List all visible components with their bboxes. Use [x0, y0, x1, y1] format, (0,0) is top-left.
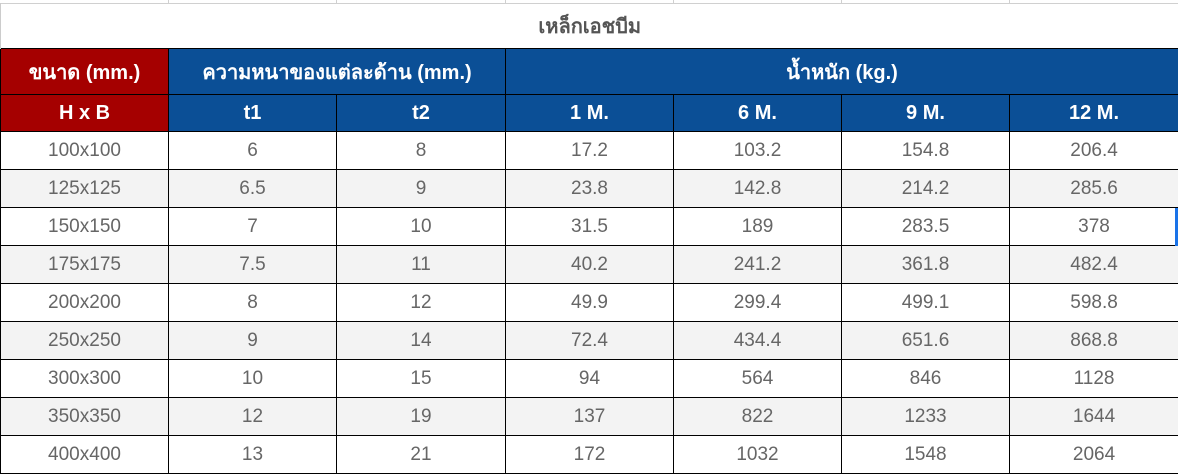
table-cell[interactable]: 154.8 — [841, 131, 1010, 170]
table-cell[interactable]: 19 — [336, 397, 506, 436]
table-cell[interactable]: 1128 — [1008, 359, 1178, 398]
table-cell[interactable]: 482.4 — [1008, 245, 1178, 284]
table-cell[interactable]: 150x150 — [0, 207, 169, 246]
subheader-cell[interactable]: 12 M. — [1008, 94, 1178, 132]
table-row: 100x100 6 8 17.2 103.2 154.8 206.4 — [0, 131, 1178, 170]
table-cell[interactable]: 868.8 — [1008, 321, 1178, 360]
table-cell[interactable]: 17.2 — [505, 131, 674, 170]
subheader-cell[interactable]: 9 M. — [841, 94, 1010, 132]
table-cell[interactable]: 31.5 — [505, 207, 674, 246]
table-cell[interactable]: 1233 — [841, 397, 1010, 436]
table-cell[interactable]: 11 — [336, 245, 506, 284]
table-cell[interactable]: 378 — [1008, 207, 1178, 246]
table-cell[interactable]: 285.6 — [1008, 169, 1178, 208]
subheader-cell[interactable]: H x B — [0, 94, 169, 132]
table-cell[interactable]: 1032 — [673, 435, 842, 474]
table-cell[interactable]: 23.8 — [505, 169, 674, 208]
table-row: 250x250 9 14 72.4 434.4 651.6 868.8 — [0, 321, 1178, 360]
table-row: 400x400 13 21 172 1032 1548 2064 — [0, 435, 1178, 474]
table-cell[interactable]: 103.2 — [673, 131, 842, 170]
table-cell[interactable]: 300x300 — [0, 359, 169, 398]
table-cell[interactable]: 175x175 — [0, 245, 169, 284]
table-cell[interactable]: 299.4 — [673, 283, 842, 322]
h-beam-table: เหล็กเอชบีม ขนาด (mm.) ความหนาของแต่ละด้… — [0, 3, 1178, 474]
table-cell[interactable]: 142.8 — [673, 169, 842, 208]
table-cell[interactable]: 434.4 — [673, 321, 842, 360]
table-cell[interactable]: 250x250 — [0, 321, 169, 360]
table-cell[interactable]: 8 — [168, 283, 337, 322]
subheader-cell[interactable]: 1 M. — [505, 94, 674, 132]
table-cell[interactable]: 361.8 — [841, 245, 1010, 284]
table-cell[interactable]: 9 — [168, 321, 337, 360]
table-cell[interactable]: 283.5 — [841, 207, 1010, 246]
table-cell[interactable]: 7 — [168, 207, 337, 246]
table-cell[interactable]: 9 — [336, 169, 506, 208]
table-cell[interactable]: 214.2 — [841, 169, 1010, 208]
table-cell[interactable]: 1548 — [841, 435, 1010, 474]
table-cell[interactable]: 125x125 — [0, 169, 169, 208]
table-cell[interactable]: 7.5 — [168, 245, 337, 284]
table-cell[interactable]: 12 — [168, 397, 337, 436]
table-cell[interactable]: 6 — [168, 131, 337, 170]
table-title[interactable]: เหล็กเอชบีม — [0, 3, 1178, 49]
table-cell[interactable]: 8 — [336, 131, 506, 170]
table-cell[interactable]: 72.4 — [505, 321, 674, 360]
table-cell[interactable]: 15 — [336, 359, 506, 398]
table-cell[interactable]: 49.9 — [505, 283, 674, 322]
table-cell[interactable]: 172 — [505, 435, 674, 474]
table-cell[interactable]: 400x400 — [0, 435, 169, 474]
subheader-cell[interactable]: t1 — [168, 94, 337, 132]
table-cell[interactable]: 846 — [841, 359, 1010, 398]
table-cell[interactable]: 21 — [336, 435, 506, 474]
table-cell[interactable]: 350x350 — [0, 397, 169, 436]
table-row: 150x150 7 10 31.5 189 283.5 378 — [0, 207, 1178, 246]
table-cell[interactable]: 137 — [505, 397, 674, 436]
table-cell[interactable]: 200x200 — [0, 283, 169, 322]
table-cell[interactable]: 564 — [673, 359, 842, 398]
table-cell[interactable]: 206.4 — [1008, 131, 1178, 170]
table-cell[interactable]: 6.5 — [168, 169, 337, 208]
table-cell[interactable]: 1644 — [1008, 397, 1178, 436]
table-cell[interactable]: 598.8 — [1008, 283, 1178, 322]
table-cell[interactable]: 2064 — [1008, 435, 1178, 474]
table-row: 200x200 8 12 49.9 299.4 499.1 598.8 — [0, 283, 1178, 322]
thickness-header[interactable]: ความหนาของแต่ละด้าน (mm.) — [168, 48, 506, 95]
table-cell[interactable]: 189 — [673, 207, 842, 246]
table-cell[interactable]: 10 — [168, 359, 337, 398]
table-cell[interactable]: 499.1 — [841, 283, 1010, 322]
table-cell[interactable]: 241.2 — [673, 245, 842, 284]
table-cell[interactable]: 822 — [673, 397, 842, 436]
table-row: 300x300 10 15 94 564 846 1128 — [0, 359, 1178, 398]
table-cell[interactable]: 94 — [505, 359, 674, 398]
table-row: 350x350 12 19 137 822 1233 1644 — [0, 397, 1178, 436]
size-header[interactable]: ขนาด (mm.) — [0, 48, 169, 95]
table-cell[interactable]: 13 — [168, 435, 337, 474]
table-cell[interactable]: 100x100 — [0, 131, 169, 170]
table-cell[interactable]: 10 — [336, 207, 506, 246]
table-row: 125x125 6.5 9 23.8 142.8 214.2 285.6 — [0, 169, 1178, 208]
table-cell[interactable]: 40.2 — [505, 245, 674, 284]
subheader-cell[interactable]: 6 M. — [673, 94, 842, 132]
table-row: 175x175 7.5 11 40.2 241.2 361.8 482.4 — [0, 245, 1178, 284]
subheader-cell[interactable]: t2 — [336, 94, 506, 132]
cell-selection-indicator — [1175, 208, 1178, 246]
table-cell[interactable]: 14 — [336, 321, 506, 360]
weight-header[interactable]: น้ำหนัก (kg.) — [504, 48, 1178, 95]
table-cell[interactable]: 651.6 — [841, 321, 1010, 360]
table-cell[interactable]: 12 — [336, 283, 506, 322]
